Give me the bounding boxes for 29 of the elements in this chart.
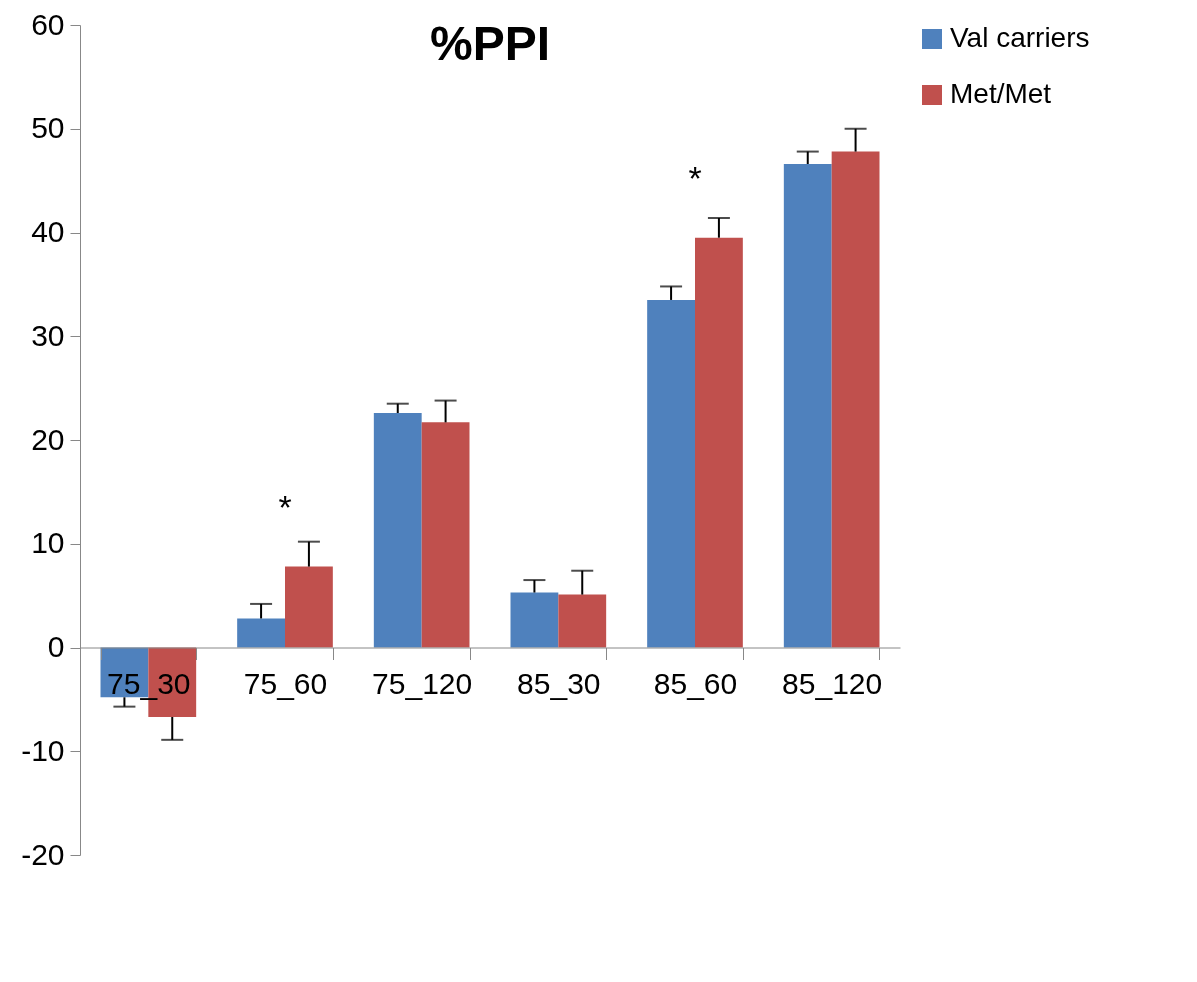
bar	[510, 592, 559, 648]
y-tick-label: 50	[31, 111, 65, 145]
bar	[373, 413, 422, 648]
x-tick-label: 85_60	[653, 667, 738, 700]
y-tick-label: -20	[21, 837, 65, 871]
bar	[831, 151, 880, 648]
y-tick-label: -10	[21, 733, 65, 767]
chart-title: %PPI	[429, 17, 551, 70]
legend-label: Val carriers	[950, 22, 1090, 53]
bar	[558, 594, 607, 648]
bar	[783, 164, 832, 648]
x-tick-label: 85_120	[782, 667, 883, 700]
x-tick-label: 75_120	[372, 667, 473, 700]
bar	[647, 299, 695, 648]
bar	[237, 618, 285, 648]
bar	[285, 566, 333, 648]
y-tick-label: 20	[31, 422, 65, 456]
x-tick-label: 85_30	[517, 667, 601, 700]
y-tick-label: 30	[31, 318, 65, 352]
bar	[421, 422, 470, 648]
bar	[695, 237, 743, 648]
y-tick-label: 10	[31, 526, 65, 560]
y-tick-label: 40	[31, 215, 65, 248]
legend-label: Met/Met	[950, 78, 1052, 109]
y-tick-label: 60	[31, 7, 65, 41]
x-tick-label: 75_60	[243, 667, 328, 700]
annotation: *	[278, 487, 292, 526]
y-tick-label: 0	[47, 630, 65, 663]
annotation: *	[688, 158, 702, 197]
